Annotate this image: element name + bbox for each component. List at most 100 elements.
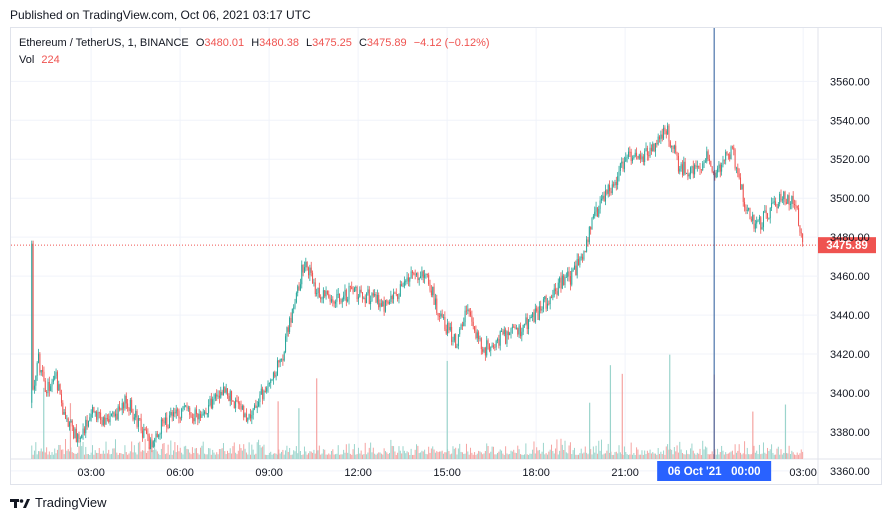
volume-bar (719, 452, 721, 459)
candle-body (572, 269, 574, 271)
volume-bar (580, 448, 582, 459)
volume-bar (794, 454, 796, 459)
volume-bar (445, 452, 447, 459)
candle-body (150, 439, 152, 449)
candle-body (276, 360, 278, 376)
tradingview-footer[interactable]: TradingView (10, 495, 107, 510)
candle-body (540, 306, 542, 311)
volume-bar (55, 453, 57, 459)
candle-body (374, 294, 376, 296)
candle-body (110, 413, 112, 416)
volume-bar (430, 448, 432, 459)
symbol-title: Ethereum / TetherUS, 1, BINANCE (19, 37, 189, 49)
candle-body (552, 295, 554, 298)
volume-bar (69, 451, 71, 459)
candle-body (443, 317, 445, 318)
candle-body (648, 155, 650, 157)
volume-bar (347, 452, 349, 459)
volume-bar (802, 451, 804, 459)
volume-bar (499, 449, 501, 459)
candle-body (524, 324, 526, 325)
volume-bar (595, 445, 597, 459)
volume-bar (355, 454, 357, 459)
candle-body (102, 417, 104, 425)
chart-frame[interactable] (10, 27, 882, 485)
candle-body (722, 159, 724, 165)
candle-body (324, 290, 326, 297)
volume-bar (159, 454, 161, 459)
volume-bar (698, 453, 700, 459)
volume-bar (151, 450, 153, 459)
volume-bar (498, 451, 500, 459)
volume-bar (672, 454, 674, 459)
candle-body (634, 152, 636, 157)
volume-bar (368, 447, 370, 459)
volume-bar (256, 442, 258, 459)
candle-body (609, 185, 611, 192)
candle-body (525, 317, 527, 325)
candle-body (322, 290, 324, 299)
candle-body (375, 294, 377, 303)
time-tick-label: 21:00 (611, 467, 639, 479)
volume-bar (318, 445, 320, 459)
volume-bar (428, 446, 430, 459)
volume-bar (684, 454, 686, 459)
volume-bar (156, 451, 158, 459)
volume-bar (725, 452, 727, 459)
candle-body (97, 412, 99, 420)
volume-bar (737, 450, 739, 459)
candle-body (432, 286, 434, 296)
volume-spike-bar (277, 401, 279, 459)
candle-body (796, 206, 798, 209)
candle-body (38, 353, 40, 363)
volume-bar (252, 449, 254, 459)
volume-bar (676, 445, 678, 459)
candle-body (376, 294, 378, 303)
volume-bar (456, 454, 458, 459)
volume-bar (271, 454, 273, 459)
candle-body (233, 401, 235, 409)
candle-body (204, 411, 206, 414)
volume-bar (501, 450, 503, 459)
candle-body (243, 406, 245, 418)
candle-body (168, 415, 170, 429)
volume-bar (545, 453, 547, 459)
candle-body (114, 413, 116, 417)
volume-bar (308, 453, 310, 459)
candle-body (163, 421, 165, 424)
volume-bar (405, 453, 407, 459)
candle-body (124, 395, 126, 409)
volume-bar (58, 444, 60, 459)
volume-bar (158, 453, 160, 459)
candle-body (784, 191, 786, 203)
candle-body (587, 239, 589, 243)
candle-body (173, 412, 175, 417)
volume-bar (744, 441, 746, 459)
volume-bar (374, 453, 376, 459)
candle-body (254, 405, 256, 409)
candle-body (274, 372, 276, 377)
volume-bar (326, 454, 328, 459)
candle-body (79, 438, 81, 439)
candle-body (312, 272, 314, 284)
volume-bar (465, 443, 467, 459)
volume-bar (776, 448, 778, 459)
candle-body (333, 301, 335, 304)
volume-bar (734, 444, 736, 459)
volume-bar (507, 454, 509, 459)
volume-bar (345, 444, 347, 459)
volume-bar (187, 449, 189, 459)
candle-body (738, 173, 740, 178)
candle-body (711, 166, 713, 172)
candle-body (206, 413, 208, 415)
candle-body (580, 256, 582, 258)
volume-bar (329, 454, 331, 459)
candle-body (708, 159, 710, 161)
candle-body (125, 395, 127, 404)
candle-body (372, 293, 374, 296)
candle-body (407, 277, 409, 282)
volume-bar (127, 454, 129, 459)
candle-body (210, 398, 212, 409)
candle-body (568, 271, 570, 276)
